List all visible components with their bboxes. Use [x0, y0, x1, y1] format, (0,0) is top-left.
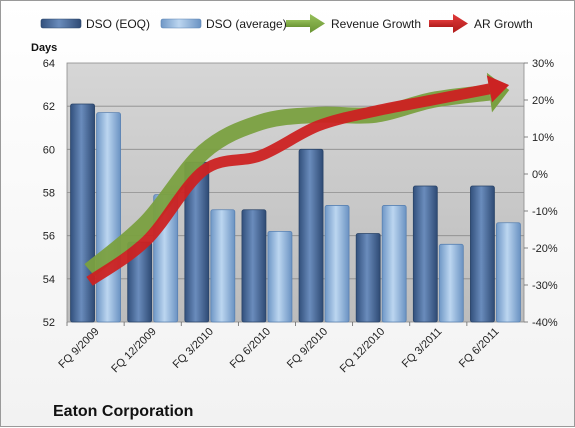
y-axis-label: Days — [31, 42, 57, 54]
chart-title: Eaton Corporation — [53, 403, 193, 420]
x-tick-label: FQ 9/2010 — [285, 326, 330, 371]
y-tick-label: 62 — [43, 101, 55, 113]
y-tick-label: 56 — [43, 231, 55, 243]
arrowhead-ar-growth — [486, 75, 510, 103]
x-tick-label: FQ 9/2009 — [56, 326, 101, 371]
x-tick-label: FQ 6/2010 — [228, 326, 273, 371]
right-axis-ticks: -40% -30% -20% -10% 0% 10% 20% 30% — [524, 58, 558, 329]
x-tick-label: FQ 12/2009 — [109, 326, 159, 376]
bars — [70, 103, 521, 323]
y-tick-label: 54 — [43, 274, 55, 286]
x-tick-label: FQ 3/2011 — [400, 326, 445, 371]
legend-swatch-dso-average — [160, 18, 202, 29]
bar-dso-average — [381, 205, 407, 323]
y2-tick-label: -40% — [532, 317, 558, 329]
legend-label-dso-eoq: DSO (EOQ) — [86, 17, 150, 31]
growth-arrows — [84, 72, 510, 286]
y-tick-label: 58 — [43, 188, 55, 200]
bar-dso-average — [496, 222, 521, 323]
y2-tick-label: -20% — [532, 243, 558, 255]
y-tick-label: 64 — [43, 58, 55, 70]
y2-tick-label: 20% — [532, 95, 554, 107]
y2-tick-label: 0% — [532, 169, 548, 181]
x-tick-label: FQ 6/2011 — [457, 326, 502, 371]
y2-tick-label: 10% — [532, 132, 554, 144]
arrow-ar-growth — [86, 83, 491, 286]
y-tick-label: 52 — [43, 317, 55, 329]
bar-dso-average — [96, 112, 121, 323]
bar-dso-eoq — [241, 209, 267, 323]
legend-label-ar-growth: AR Growth — [474, 17, 533, 31]
y2-tick-label: -10% — [532, 206, 558, 218]
bar-dso-average — [210, 209, 236, 323]
x-axis-ticks: FQ 9/2009 FQ 12/2009 FQ 3/2010 FQ 6/2010 FQ … — [56, 322, 502, 376]
legend-swatch-ar-growth — [429, 14, 468, 33]
left-axis-ticks: 52 54 56 58 60 62 64 — [43, 58, 55, 329]
legend: DSO (EOQ) DSO (average) Revenue Growth A… — [40, 14, 533, 33]
legend-swatch-revenue-growth — [286, 14, 325, 33]
bar-dso-eoq — [470, 185, 495, 323]
bar-dso-eoq — [298, 148, 324, 323]
legend-swatch-dso-eoq — [40, 18, 82, 29]
bar-dso-eoq — [70, 103, 95, 323]
y2-tick-label: 30% — [532, 58, 554, 70]
bar-dso-average — [438, 243, 464, 323]
legend-label-revenue-growth: Revenue Growth — [331, 17, 421, 31]
bar-dso-average — [267, 230, 293, 323]
bar-dso-eoq — [412, 185, 438, 323]
x-tick-label: FQ 3/2010 — [171, 326, 216, 371]
y-tick-label: 60 — [43, 144, 55, 156]
bar-dso-average — [324, 205, 350, 323]
legend-label-dso-average: DSO (average) — [206, 17, 287, 31]
x-tick-label: FQ 12/2010 — [338, 326, 388, 376]
bar-dso-eoq — [355, 233, 381, 323]
y2-tick-label: -30% — [532, 280, 558, 292]
